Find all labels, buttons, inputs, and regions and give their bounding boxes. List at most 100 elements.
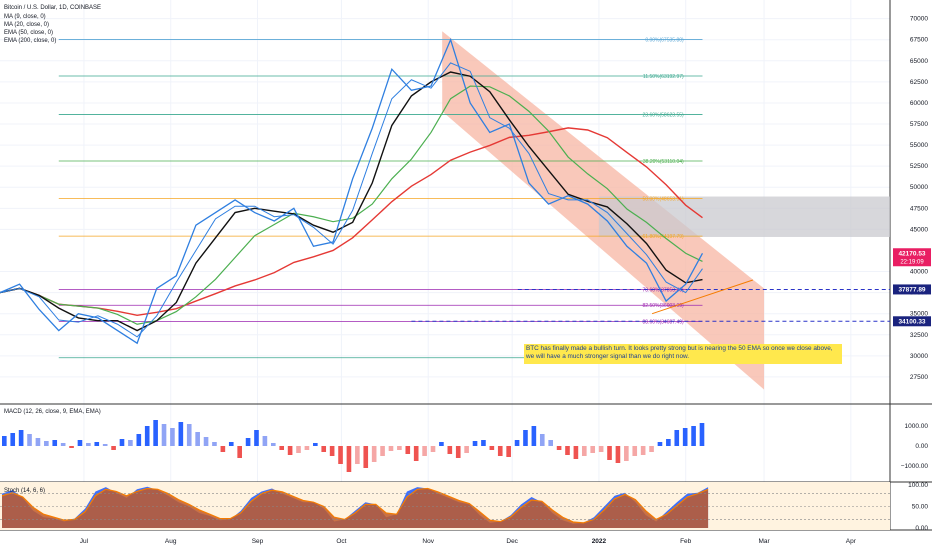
macd-bar — [329, 446, 335, 456]
macd-bar — [472, 441, 478, 446]
fib-label: 61.80%(44197.79) — [643, 234, 684, 240]
price-tag-countdown: 22:19:09 — [900, 259, 924, 265]
fib-label: 78.60%(37853.43) — [643, 288, 684, 294]
macd-bar — [581, 446, 587, 456]
macd-label[interactable]: MACD (12, 26, close, 9, EMA, EMA) — [4, 409, 101, 415]
macd-bar — [44, 441, 49, 446]
price-tag-box — [893, 248, 931, 267]
x-tick-label: Dec — [506, 538, 518, 545]
macd-bar — [262, 436, 268, 446]
ma20-line — [0, 71, 703, 332]
macd-bar — [439, 442, 444, 446]
indicator-label-ma20[interactable]: MA (20, close, 0) — [4, 22, 49, 28]
macd-tick-label: −1000.00 — [901, 463, 929, 470]
macd-bar — [254, 430, 259, 446]
annotation-note[interactable]: BTC has finally made a bullish turn. It … — [524, 344, 842, 365]
macd-bar — [203, 437, 209, 446]
macd-bar — [94, 442, 100, 446]
macd-bar — [666, 439, 671, 446]
macd-bar — [481, 440, 486, 446]
indicator-label-ema50[interactable]: EMA (50, close, 0) — [4, 30, 53, 36]
macd-bar — [321, 446, 327, 452]
x-tick-label: Aug — [165, 538, 177, 545]
macd-bar — [363, 446, 369, 468]
macd-bar — [380, 446, 385, 456]
macd-bar — [338, 446, 343, 464]
macd-bar — [632, 446, 638, 456]
macd-bar — [413, 446, 419, 461]
stoch-d-area — [2, 488, 709, 528]
macd-bar — [531, 426, 537, 446]
price-tick-label: 27500 — [910, 374, 928, 381]
macd-bar — [497, 446, 503, 456]
macd-bar — [682, 428, 688, 446]
x-tick-label: Sep — [252, 538, 264, 545]
price-tick-label: 70000 — [910, 16, 928, 23]
macd-bar — [178, 422, 184, 446]
price-tag-box — [893, 316, 931, 327]
ema50-line — [0, 85, 703, 325]
fib-label: 23.60%(58623.55) — [643, 113, 684, 119]
price-tag-label: 34100.33 — [898, 318, 925, 325]
price-tag-box — [893, 284, 931, 295]
annotation-text: BTC has finally made a bullish turn. It … — [526, 345, 833, 360]
macd-bar — [640, 446, 646, 455]
macd-bar — [60, 443, 66, 446]
macd-bar — [455, 446, 461, 458]
stoch-label[interactable]: Stoch (14, 6, 6) — [4, 488, 45, 494]
macd-bar — [287, 446, 293, 455]
macd-bar — [144, 426, 150, 446]
fib-label: 0.00%(67535.80) — [645, 37, 684, 43]
price-tick-label: 55000 — [910, 142, 928, 149]
uptrend-line — [651, 279, 754, 315]
macd-bar — [111, 446, 116, 450]
macd-bar — [102, 444, 108, 446]
macd-bar — [607, 446, 612, 460]
macd-bar — [624, 446, 629, 461]
indicator-label-ma9[interactable]: MA (9, close, 0) — [4, 14, 46, 20]
macd-bar — [649, 446, 654, 452]
macd-bar — [2, 436, 7, 446]
x-tick-label: Mar — [758, 538, 770, 545]
macd-bar — [161, 424, 167, 446]
macd-bar — [447, 446, 453, 454]
price-tick-label: 50000 — [910, 184, 928, 191]
price-series — [0, 37, 704, 345]
price-line — [0, 37, 704, 345]
macd-bar — [430, 446, 436, 452]
indicator-label-ema200[interactable]: EMA (200, close, 0) — [4, 38, 56, 44]
annotation-box — [524, 344, 842, 364]
price-tick-label: 62500 — [910, 79, 928, 86]
x-tick-label: Nov — [422, 538, 434, 545]
stoch-tick-label: 50.00 — [912, 504, 929, 511]
macd-bar — [371, 446, 377, 462]
x-tick-label: Apr — [846, 538, 857, 545]
macd-bar — [699, 423, 705, 446]
stoch-d-line — [1, 487, 709, 524]
price-tag-label: 37877.89 — [898, 286, 925, 293]
x-tick-label: Oct — [336, 538, 346, 545]
macd-bar — [489, 446, 495, 450]
zones — [442, 31, 890, 390]
fib-label: 82.50%(36003.09) — [643, 303, 684, 309]
macd-bar — [77, 440, 83, 446]
fib-label: 88.60%(34087.49) — [643, 319, 684, 325]
macd-bar — [514, 440, 520, 446]
macd-bar — [674, 430, 680, 446]
macd-bar — [296, 446, 301, 453]
macd-bar — [565, 446, 570, 455]
macd-bar — [237, 446, 242, 458]
x-tick-label: Feb — [680, 538, 692, 545]
price-tick-label: 35000 — [910, 311, 928, 318]
axes: 2750030000325003500037500400004500047500… — [80, 16, 931, 545]
macd-bar — [573, 446, 579, 459]
price-tick-label: 52500 — [910, 163, 928, 170]
macd-bar — [279, 446, 285, 450]
macd-bar — [539, 434, 545, 446]
macd-bar — [590, 446, 596, 453]
macd-bar — [245, 438, 251, 446]
macd-bar — [228, 442, 234, 446]
macd-bar — [270, 443, 276, 446]
